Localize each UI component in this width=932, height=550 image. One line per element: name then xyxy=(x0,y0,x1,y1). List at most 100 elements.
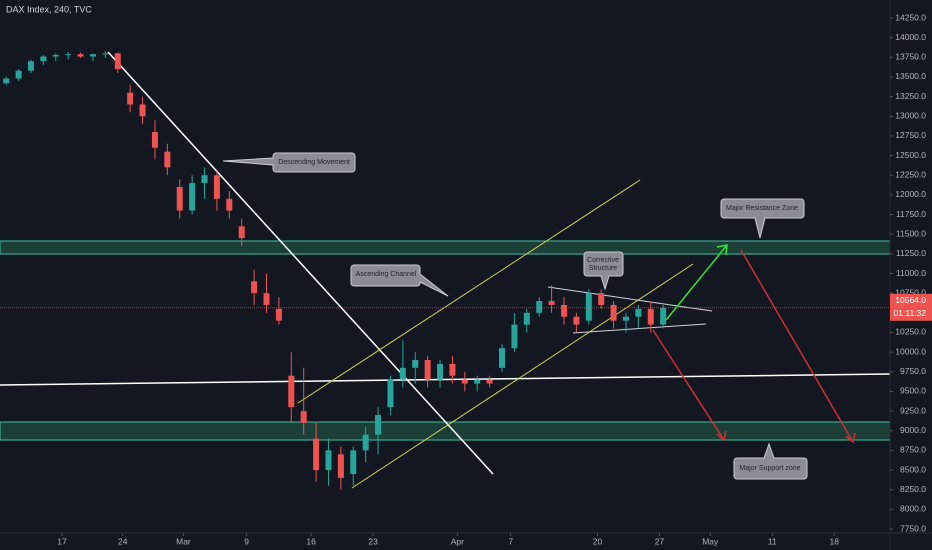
x-tick-label: May xyxy=(702,536,719,546)
callout-box xyxy=(733,442,808,480)
triangle-lower xyxy=(572,323,707,334)
y-tick-label: 13750.0 xyxy=(895,52,926,62)
candle-body xyxy=(474,379,481,384)
candle-body xyxy=(288,375,295,408)
y-tick-label: 8500.0 xyxy=(900,464,926,474)
x-tick-label: Apr xyxy=(451,536,464,546)
last-price-label: 10564.0 xyxy=(895,295,926,305)
candle-body xyxy=(560,304,567,317)
candle-body xyxy=(300,411,307,423)
y-tick-label: 10000.0 xyxy=(895,346,926,356)
x-tick-label: 9 xyxy=(244,536,249,546)
y-tick-label: 11250.0 xyxy=(896,248,926,258)
candle-body xyxy=(151,131,158,148)
callout-box xyxy=(583,251,624,291)
candle-body xyxy=(127,92,134,105)
callout-text: Major Resistance Zone xyxy=(726,205,798,212)
candle-body xyxy=(449,363,456,376)
candle-body xyxy=(399,367,406,380)
y-tick-label: 8000.0 xyxy=(900,504,926,514)
candle-body xyxy=(337,454,344,478)
y-tick-label: 14000.0 xyxy=(895,32,926,42)
candle-body xyxy=(622,316,629,321)
candles xyxy=(3,51,667,490)
candle-body xyxy=(52,54,59,57)
candle-body xyxy=(350,450,357,474)
callout-descending: Descending Movement xyxy=(222,152,356,173)
candle-body xyxy=(548,301,555,305)
callout-box xyxy=(720,198,805,239)
y-tick-label: 13500.0 xyxy=(895,71,926,81)
candle-body xyxy=(573,316,580,325)
descending-trendline xyxy=(107,51,494,475)
y-tick-label: 12750.0 xyxy=(895,130,926,140)
candle-body xyxy=(387,379,394,408)
candle-body xyxy=(77,54,84,57)
callout-text: Descending Movement xyxy=(278,159,350,166)
candle-body xyxy=(437,363,444,380)
candle-body xyxy=(251,281,258,294)
horizontal-trendline xyxy=(0,373,891,386)
y-tick-label: 12250.0 xyxy=(895,169,926,179)
y-tick-label: 11500.0 xyxy=(896,228,926,238)
x-tick-label: 23 xyxy=(368,536,378,546)
candle-body xyxy=(263,293,270,305)
support-zone xyxy=(0,421,891,441)
x-tick-label: 24 xyxy=(118,536,128,546)
x-tick-label: 18 xyxy=(829,536,839,546)
y-tick-label: 8250.0 xyxy=(900,484,926,494)
callout-channel: Ascending Channel xyxy=(350,264,449,297)
candle-body xyxy=(189,183,196,211)
candle-body xyxy=(89,54,96,57)
y-tick-label: 11750.0 xyxy=(896,209,926,219)
candle-body xyxy=(15,70,22,79)
candle-body xyxy=(598,293,605,305)
candle-body xyxy=(275,308,282,321)
candle-body xyxy=(536,301,543,313)
candle-body xyxy=(164,151,171,168)
candle-body xyxy=(27,61,34,71)
x-tick-label: 27 xyxy=(655,536,665,546)
resistance-zone xyxy=(0,240,891,255)
callout-resistance: Major Resistance Zone xyxy=(720,198,805,239)
candle-body xyxy=(412,359,419,368)
y-tick-label: 10250.0 xyxy=(895,327,926,337)
y-tick-label: 13000.0 xyxy=(895,111,926,121)
candle-body xyxy=(499,348,506,368)
axes: 7750.0 8000.0 8250.0 8500.0 8750.0 9000.0 9250… xyxy=(0,12,932,546)
x-tick-label: 17 xyxy=(57,536,67,546)
x-tick-label: Mar xyxy=(176,536,191,546)
channel-lower xyxy=(351,263,694,489)
y-tick-label: 7750.0 xyxy=(900,523,926,533)
x-tick-label: 20 xyxy=(593,536,603,546)
x-tick-label: 7 xyxy=(508,536,513,546)
y-tick-label: 10750.0 xyxy=(895,287,926,297)
candle-body xyxy=(523,312,530,325)
candle-body xyxy=(461,379,468,384)
bear-arrow xyxy=(740,249,854,443)
callout-text: Major Support zone xyxy=(739,465,800,472)
y-tick-label: 9000.0 xyxy=(900,425,926,435)
y-tick-label: 9750.0 xyxy=(900,366,926,376)
candle-body xyxy=(3,78,10,84)
candle-body xyxy=(114,53,121,70)
candle-body xyxy=(65,54,72,56)
candle-body xyxy=(102,53,109,55)
y-tick-label: 9250.0 xyxy=(900,405,926,415)
callout-text: Structure xyxy=(589,265,618,272)
callout-text: Ascending Channel xyxy=(356,271,417,278)
y-tick-label: 12000.0 xyxy=(895,189,926,199)
candle-body xyxy=(635,308,642,317)
arrows xyxy=(652,244,856,444)
chart-title: DAX Index, 240, TVC xyxy=(6,4,92,14)
y-tick-label: 9500.0 xyxy=(900,386,926,396)
candle-body xyxy=(424,359,431,380)
candle-body xyxy=(511,324,518,349)
y-tick-label: 11000.0 xyxy=(896,268,926,278)
candle-body xyxy=(647,308,654,325)
bear-arrow xyxy=(652,329,725,441)
x-tick-label: 11 xyxy=(768,536,777,546)
y-tick-label: 14250.0 xyxy=(895,12,926,22)
channel-upper xyxy=(297,179,641,404)
candle-body xyxy=(201,175,208,184)
